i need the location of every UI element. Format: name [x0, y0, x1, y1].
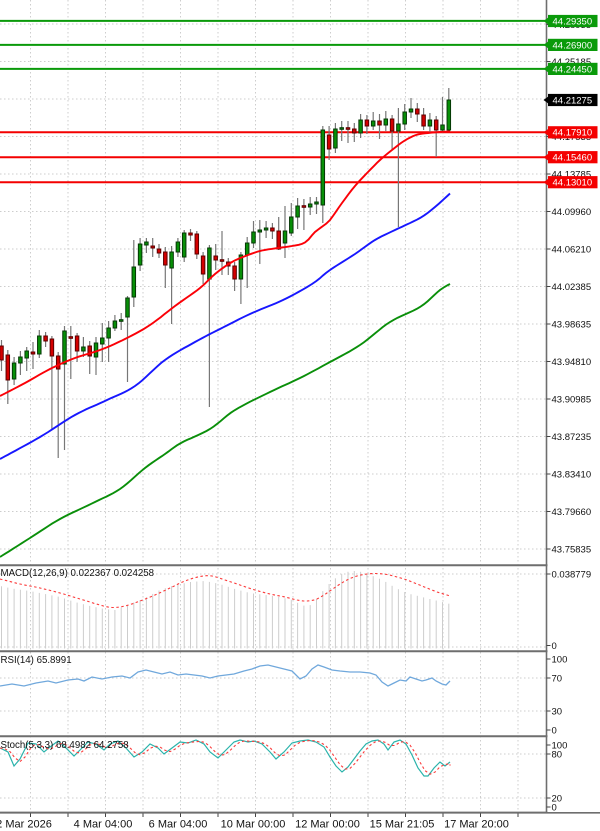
svg-text:44.02385: 44.02385	[552, 282, 592, 293]
svg-text:44.17910: 44.17910	[553, 128, 593, 139]
svg-text:44.13785: 44.13785	[552, 169, 592, 180]
svg-text:44.09960: 44.09960	[552, 207, 592, 218]
svg-text:44.24450: 44.24450	[553, 64, 593, 75]
svg-text:44.13010: 44.13010	[553, 178, 593, 189]
svg-text:0.038779: 0.038779	[552, 569, 592, 580]
svg-text:43.75835: 43.75835	[552, 544, 592, 555]
svg-text:44.06210: 44.06210	[552, 244, 592, 255]
svg-text:MACD(12,26,9) 0.022367 0.02425: MACD(12,26,9) 0.022367 0.024258	[1, 568, 155, 579]
svg-text:44.25185: 44.25185	[552, 57, 592, 68]
svg-text:70: 70	[552, 673, 563, 684]
svg-text:Stoch(5,3,3) 68.4982 64.2758: Stoch(5,3,3) 68.4982 64.2758	[1, 740, 129, 751]
svg-text:17 Mar 20:00: 17 Mar 20:00	[444, 819, 509, 831]
svg-text:43.79660: 43.79660	[552, 507, 592, 518]
svg-text:44.15460: 44.15460	[553, 153, 593, 164]
svg-text:80: 80	[552, 749, 563, 760]
svg-text:0: 0	[552, 641, 557, 652]
svg-text:RSI(14) 65.8991: RSI(14) 65.8991	[1, 655, 72, 666]
svg-text:43.98635: 43.98635	[552, 319, 592, 330]
svg-text:12 Mar 00:00: 12 Mar 00:00	[295, 819, 360, 831]
svg-text:30: 30	[552, 706, 563, 717]
svg-text:0: 0	[552, 802, 557, 813]
svg-text:100: 100	[552, 740, 568, 751]
svg-text:43.90985: 43.90985	[552, 394, 592, 405]
svg-text:44.29350: 44.29350	[553, 16, 593, 27]
svg-text:43.94810: 43.94810	[552, 357, 592, 368]
svg-text:2 Mar 2026: 2 Mar 2026	[0, 819, 52, 831]
svg-text:10 Mar 00:00: 10 Mar 00:00	[221, 819, 286, 831]
svg-text:100: 100	[552, 654, 568, 665]
svg-text:44.26900: 44.26900	[553, 40, 593, 51]
svg-text:4 Mar 04:00: 4 Mar 04:00	[74, 819, 133, 831]
svg-text:43.83410: 43.83410	[552, 469, 592, 480]
svg-text:15 Mar 21:05: 15 Mar 21:05	[370, 819, 435, 831]
svg-text:43.87235: 43.87235	[552, 432, 592, 443]
svg-text:0: 0	[552, 725, 557, 736]
svg-text:6 Mar 04:00: 6 Mar 04:00	[149, 819, 208, 831]
svg-text:20: 20	[552, 793, 563, 804]
svg-text:44.21275: 44.21275	[553, 95, 593, 106]
